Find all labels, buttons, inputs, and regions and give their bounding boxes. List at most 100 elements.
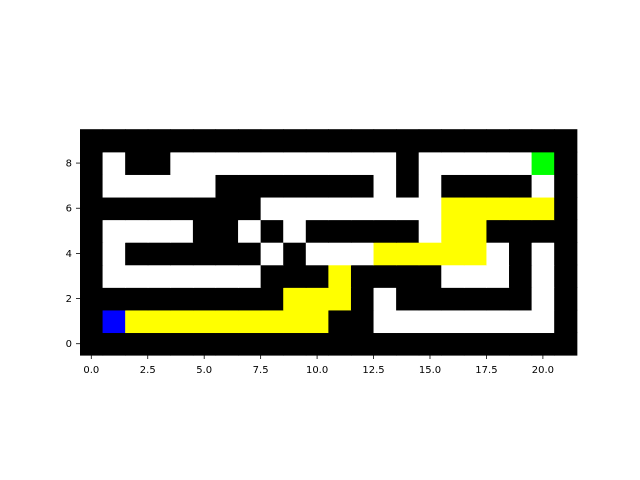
maze-cell-open: [170, 151, 194, 175]
maze-cell-wall: [192, 129, 217, 153]
maze-cell-open: [441, 309, 465, 334]
maze-cell-wall: [80, 196, 104, 221]
maze-cell-open: [373, 151, 397, 175]
maze-cell-wall: [80, 242, 104, 266]
maze-cell-path: [125, 309, 149, 334]
maze-cell-wall: [238, 174, 262, 198]
maze-cell-open: [531, 174, 555, 198]
maze-cell-wall: [554, 332, 578, 356]
maze-cell-wall: [554, 129, 578, 153]
maze-cell-wall: [170, 196, 194, 221]
maze-cell-open: [509, 309, 533, 334]
x-tick-label: 20.0: [532, 365, 554, 376]
maze-cell-open: [170, 219, 194, 243]
maze-cell-open: [283, 151, 307, 175]
maze-cell-open: [486, 264, 510, 288]
maze-cell-open: [305, 151, 329, 175]
maze-cell-open: [102, 264, 126, 288]
maze-cell-open: [147, 264, 171, 288]
maze-cell-wall: [350, 332, 375, 356]
maze-cell-wall: [170, 242, 194, 266]
maze-cell-path: [418, 242, 442, 266]
maze-cell-open: [418, 309, 442, 334]
maze-cell-wall: [125, 332, 149, 356]
maze-cell-open: [531, 309, 555, 334]
maze-cell-wall: [350, 309, 375, 334]
maze-cell-open: [102, 242, 126, 266]
maze-cell-wall: [125, 151, 149, 175]
maze-cell-open: [283, 219, 307, 243]
maze-cell-wall: [418, 264, 442, 288]
maze-cell-wall: [215, 287, 239, 311]
maze-cell-wall: [80, 151, 104, 175]
maze-cell-wall: [350, 264, 375, 288]
x-tick-label: 12.5: [362, 365, 384, 376]
maze-cell-wall: [170, 129, 194, 153]
maze-cell-wall: [554, 151, 578, 175]
maze-cell-path: [192, 309, 217, 334]
x-tick-label: 15.0: [419, 365, 441, 376]
y-tick-label: 4: [66, 249, 72, 260]
maze-cell-wall: [305, 129, 329, 153]
maze-cell-wall: [328, 332, 352, 356]
maze-cell-wall: [531, 129, 555, 153]
maze-cell-open: [260, 196, 284, 221]
maze-cell-wall: [418, 287, 442, 311]
maze-cell-path: [396, 242, 420, 266]
maze-cell-wall: [554, 219, 578, 243]
y-tick-label: 6: [66, 204, 72, 215]
maze-cell-open: [531, 287, 555, 311]
maze-cell-wall: [509, 129, 533, 153]
maze-cell-wall: [418, 332, 442, 356]
maze-cell-wall: [441, 287, 465, 311]
x-tick-label: 0.0: [83, 365, 99, 376]
maze-cell-wall: [554, 287, 578, 311]
maze-cell-path: [509, 196, 533, 221]
maze-cell-wall: [147, 287, 171, 311]
maze-cell-wall: [328, 174, 352, 198]
maze-cell-open: [102, 174, 126, 198]
maze-cell-wall: [486, 174, 510, 198]
maze-cell-open: [238, 151, 262, 175]
maze-cell-open: [305, 196, 329, 221]
maze-cell-wall: [486, 129, 510, 153]
maze-cell-open: [373, 309, 397, 334]
maze-cell-wall: [441, 174, 465, 198]
maze-cell-open: [238, 264, 262, 288]
maze-cell-wall: [328, 129, 352, 153]
maze-cell-wall: [283, 264, 307, 288]
maze-cell-open: [192, 264, 217, 288]
maze-cell-open: [125, 219, 149, 243]
maze-cell-open: [418, 174, 442, 198]
maze-cell-wall: [396, 151, 420, 175]
maze-cell-wall: [80, 332, 104, 356]
maze-cell-wall: [463, 174, 488, 198]
maze-cell-wall: [192, 242, 217, 266]
maze-cell-wall: [192, 196, 217, 221]
maze-cell-path: [531, 196, 555, 221]
maze-cell-wall: [215, 219, 239, 243]
maze-cell-open: [463, 309, 488, 334]
maze-cell-path: [441, 196, 465, 221]
maze-cell-open: [102, 151, 126, 175]
maze-cell-open: [260, 151, 284, 175]
maze-cell-wall: [509, 264, 533, 288]
maze-cell-path: [170, 309, 194, 334]
x-axis: 0.0 2.5 5.0 7.5 10.0 12.5 15.0 17.5 20.0: [83, 355, 554, 376]
maze-cell-wall: [396, 332, 420, 356]
maze-cell-path: [441, 219, 465, 243]
maze-cell-wall: [509, 242, 533, 266]
maze-cell-wall: [441, 129, 465, 153]
maze-cell-wall: [147, 242, 171, 266]
maze-cell-wall: [147, 151, 171, 175]
maze-cell-wall: [373, 129, 397, 153]
x-tick-label: 7.5: [253, 365, 269, 376]
maze-cell-wall: [192, 332, 217, 356]
maze-cell-open: [396, 309, 420, 334]
maze-cell-wall: [396, 174, 420, 198]
maze-cell-wall: [260, 129, 284, 153]
maze-cell-open: [328, 151, 352, 175]
maze-cell-wall: [215, 174, 239, 198]
maze-cell-wall: [396, 219, 420, 243]
maze-cell-wall: [102, 196, 126, 221]
